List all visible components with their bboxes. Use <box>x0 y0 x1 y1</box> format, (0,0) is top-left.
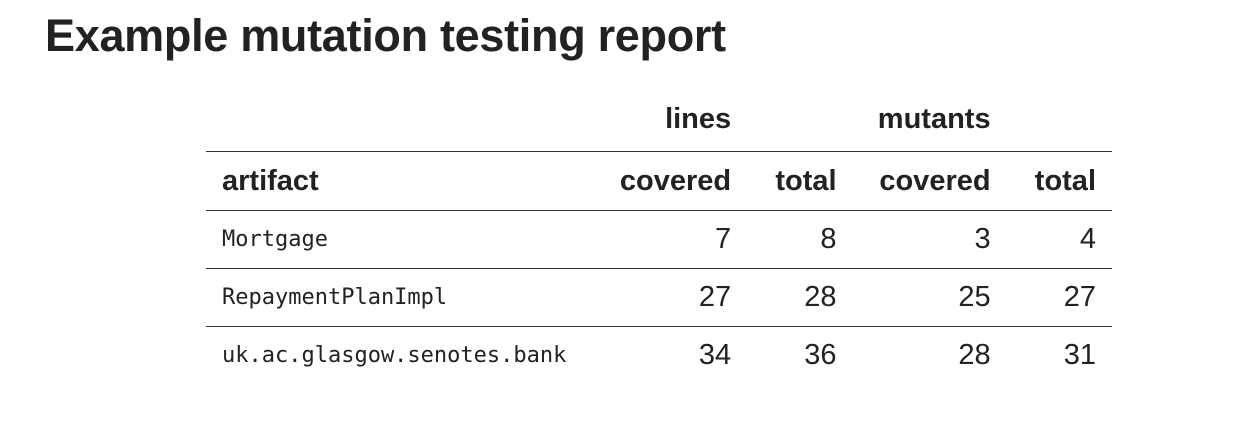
column-header-lines-covered: covered <box>593 151 748 211</box>
lines-covered-cell: 34 <box>698 339 732 371</box>
artifact-cell: RepaymentPlanImpl <box>206 268 594 327</box>
group-spacer-cell <box>747 90 852 152</box>
column-header-row: artifact covered total covered total <box>206 151 1112 211</box>
column-header-artifact: artifact <box>206 151 594 211</box>
group-header-lines: lines <box>665 103 732 135</box>
lines-total-cell: 28 <box>747 268 853 327</box>
mutants-total-cell: 31 <box>1063 339 1096 371</box>
group-spacer-cell <box>1007 90 1112 152</box>
group-header-mutants: mutants <box>877 103 991 135</box>
table-row: RepaymentPlanImpl 27 28 25 27 <box>206 268 1112 327</box>
empty-group-cell <box>206 90 593 152</box>
column-group-header-row: lines mutants <box>206 90 1112 152</box>
table-row: Mortgage 7 8 3 4 <box>206 210 1112 269</box>
lines-total-cell: 8 <box>747 210 853 269</box>
page-title: Example mutation testing report <box>45 10 726 61</box>
lines-total-cell: 36 <box>804 339 837 371</box>
column-header-lines-total: total <box>747 151 853 211</box>
mutation-report-table: lines mutants artifact covered total cov… <box>206 90 1112 384</box>
mutants-total-cell: 27 <box>1006 268 1112 327</box>
mutants-total-cell: 4 <box>1006 210 1112 269</box>
artifact-cell: Mortgage <box>206 210 594 269</box>
column-header-mutants-covered: covered <box>852 151 1007 211</box>
lines-covered-cell: 27 <box>593 268 748 327</box>
mutants-covered-cell: 25 <box>852 268 1007 327</box>
column-header-mutants-total: total <box>1006 151 1112 211</box>
mutants-covered-cell: 28 <box>958 339 991 371</box>
table-row: uk.ac.glasgow.senotes.bank 34 36 28 31 <box>206 327 1112 385</box>
lines-covered-cell: 7 <box>593 210 748 269</box>
artifact-cell: uk.ac.glasgow.senotes.bank <box>222 343 567 368</box>
mutants-covered-cell: 3 <box>852 210 1007 269</box>
